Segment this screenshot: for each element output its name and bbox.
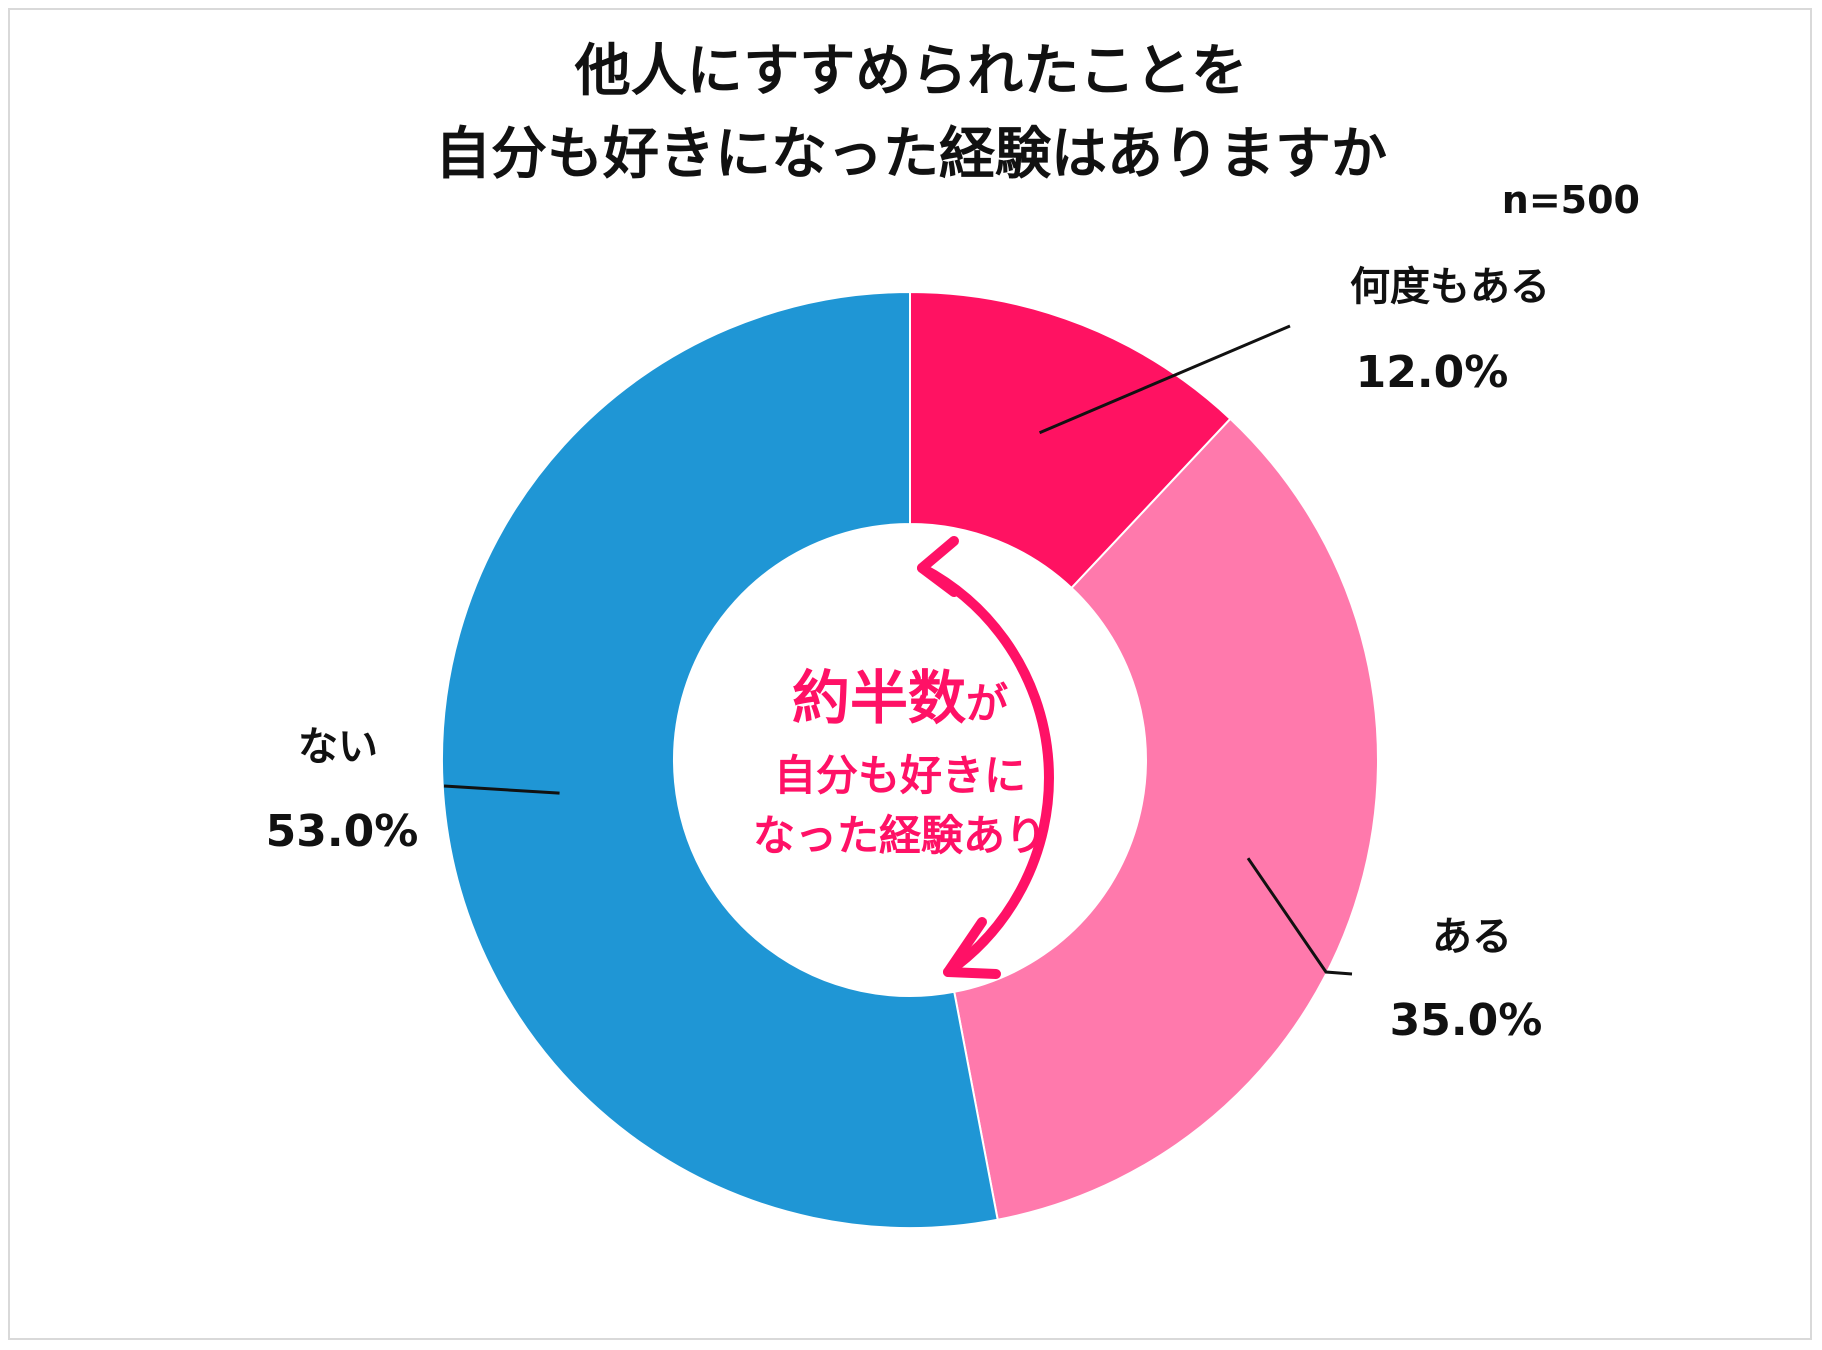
slice-label-many-times: 何度もある — [1350, 264, 1550, 310]
leader-line-many-times — [1038, 324, 1291, 435]
slice-label-yes: ある — [1432, 914, 1512, 960]
donut-slices — [440, 290, 1379, 1229]
slice-value-no: 53.0% — [266, 806, 419, 857]
slice-value-many-times: 12.0% — [1356, 347, 1509, 398]
sample-size-label: n=500 — [1501, 178, 1640, 222]
slice-many-times — [909, 290, 1232, 590]
double-arrow-arc — [917, 563, 1054, 977]
slice-yes — [953, 417, 1379, 1221]
leader-line-yes — [1246, 857, 1353, 976]
arrow-head-bottom — [943, 917, 1001, 979]
arrow-head-top — [917, 536, 959, 597]
slice-no — [440, 290, 999, 1229]
center-annotation-line-1: 約半数が — [792, 664, 1008, 732]
leader-line-no — [443, 784, 560, 795]
center-annotation-line-2: 自分も好きに — [774, 751, 1026, 800]
chart-title-line-2: 自分も好きになった経験はありますか — [435, 122, 1387, 187]
slice-label-no: ない — [298, 724, 378, 770]
center-annotation-particle: が — [966, 679, 1008, 728]
leader-lines — [443, 324, 1353, 976]
slice-value-yes: 35.0% — [1390, 995, 1543, 1046]
center-annotation-emphasis: 約半数 — [792, 664, 966, 732]
chart-title-line-1: 他人にすすめられたことを — [574, 39, 1248, 104]
center-annotation-line-3: なった経験あり — [753, 811, 1047, 860]
